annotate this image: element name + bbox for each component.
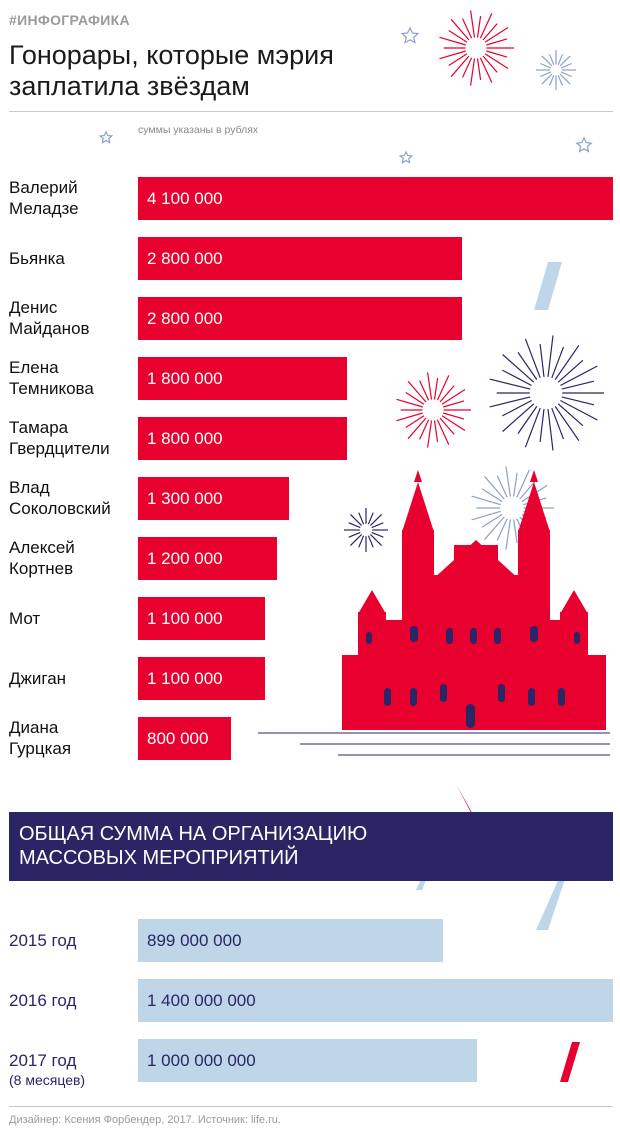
fee-name-line: Бьянка <box>9 249 65 268</box>
total-value-label: 1 400 000 000 <box>147 991 256 1010</box>
fee-name: Алексей Кортнев <box>9 537 75 579</box>
total-bar: 1 000 000 000 <box>138 1039 477 1082</box>
total-value-label: 1 000 000 000 <box>147 1051 256 1070</box>
fee-name-line: Джиган <box>9 669 67 688</box>
fee-bar: 1 800 000 <box>138 357 347 400</box>
fee-name: Влад Соколовский <box>9 477 111 519</box>
banner-line-1: ОБЩАЯ СУММА НА ОРГАНИЗАЦИЮ <box>19 823 368 845</box>
fireworks <box>344 10 604 552</box>
fee-name: Тамара Гвердцители <box>9 417 110 459</box>
firework-icon <box>536 50 576 90</box>
fee-name: Елена Темникова <box>9 357 94 399</box>
fee-bar: 1 300 000 <box>138 477 289 520</box>
year-label: 2016 год <box>9 991 77 1010</box>
fee-value-label: 1 200 000 <box>147 549 223 568</box>
year-label: 2015 год <box>9 931 77 950</box>
fee-bar: 4 100 000 <box>138 177 613 220</box>
fee-name: Денис Майданов <box>9 297 90 339</box>
fee-value-label: 2 800 000 <box>147 309 223 328</box>
star-icon <box>98 130 114 144</box>
firework-icon <box>344 508 388 552</box>
fee-name: Бьянка <box>9 248 65 269</box>
total-value-label: 899 000 000 <box>147 931 242 950</box>
fee-name-line: Меладзе <box>9 199 79 218</box>
fee-value-label: 1 100 000 <box>147 609 223 628</box>
fee-name: Мот <box>9 608 40 629</box>
fee-value-label: 1 100 000 <box>147 669 223 688</box>
title-line-1: Гонорары, которые мэрия <box>9 40 334 70</box>
page-title: Гонорары, которые мэрия заплатила звёзда… <box>9 40 449 102</box>
fee-name: Джиган <box>9 668 66 689</box>
kremlin-building-icon <box>342 470 606 730</box>
fee-name-line: Мот <box>9 609 41 628</box>
footer-divider <box>9 1106 613 1107</box>
firework-icon <box>439 10 514 86</box>
year-note: (8 месяцев) <box>9 1072 86 1088</box>
star-icon <box>575 136 593 153</box>
units-note: суммы указаны в рублях <box>138 124 259 136</box>
infographic-tag: #ИНФОГРАФИКА <box>9 12 130 28</box>
credit-line: Дизайнер: Ксения Форбендер, 2017. Источн… <box>9 1114 281 1126</box>
fee-name-line: Соколовский <box>9 499 111 518</box>
fee-name-line: Гурцкая <box>9 739 72 758</box>
total-bar: 899 000 000 <box>138 919 443 962</box>
fee-name-line: Елена <box>9 358 59 377</box>
fee-name-line: Майданов <box>9 319 90 338</box>
total-banner: ОБЩАЯ СУММА НА ОРГАНИЗАЦИЮ МАССОВЫХ МЕРО… <box>9 812 613 881</box>
fee-value-label: 1 800 000 <box>147 429 223 448</box>
total-bar: 1 400 000 000 <box>138 979 613 1022</box>
banner-line-2: МАССОВЫХ МЕРОПРИЯТИЙ <box>19 847 299 869</box>
fee-value-label: 1 800 000 <box>147 369 223 388</box>
fee-name-line: Кортнев <box>9 559 74 578</box>
fee-value-label: 2 800 000 <box>147 249 223 268</box>
fee-value-label: 800 000 <box>147 729 209 748</box>
fee-name-line: Диана <box>9 718 59 737</box>
year-label: 2017 год <box>9 1051 77 1070</box>
fee-bar: 800 000 <box>138 717 231 760</box>
ground-lines <box>258 732 610 756</box>
fee-name-line: Алексей <box>9 538 75 557</box>
fee-name-line: Валерий <box>9 178 78 197</box>
confetti-icon <box>536 876 566 930</box>
fee-name: Валерий Меладзе <box>9 177 79 219</box>
fee-bar: 1 100 000 <box>138 657 265 700</box>
fee-name-line: Влад <box>9 478 50 497</box>
star-icon <box>400 26 420 44</box>
fee-name-line: Тамара <box>9 418 69 437</box>
confetti-icon <box>534 262 562 310</box>
fee-bar: 1 800 000 <box>138 417 347 460</box>
star-icon <box>398 150 414 164</box>
firework-icon <box>489 335 604 451</box>
confetti-icon <box>560 1042 580 1082</box>
stars <box>98 26 593 164</box>
fee-bar: 1 200 000 <box>138 537 277 580</box>
fee-value-label: 1 300 000 <box>147 489 223 508</box>
title-line-2: заплатила звёздам <box>9 71 250 101</box>
fee-bar: 2 800 000 <box>138 297 462 340</box>
header-divider <box>9 111 613 112</box>
firework-icon <box>396 372 471 448</box>
fee-name-line: Гвердцители <box>9 439 110 458</box>
fee-name-line: Темникова <box>9 379 94 398</box>
banner-title: ОБЩАЯ СУММА НА ОРГАНИЗАЦИЮ МАССОВЫХ МЕРО… <box>19 822 419 870</box>
fee-bar: 1 100 000 <box>138 597 265 640</box>
fee-value-label: 4 100 000 <box>147 189 223 208</box>
fee-bar: 2 800 000 <box>138 237 462 280</box>
fee-name: Диана Гурцкая <box>9 717 71 759</box>
fee-name-line: Денис <box>9 298 58 317</box>
